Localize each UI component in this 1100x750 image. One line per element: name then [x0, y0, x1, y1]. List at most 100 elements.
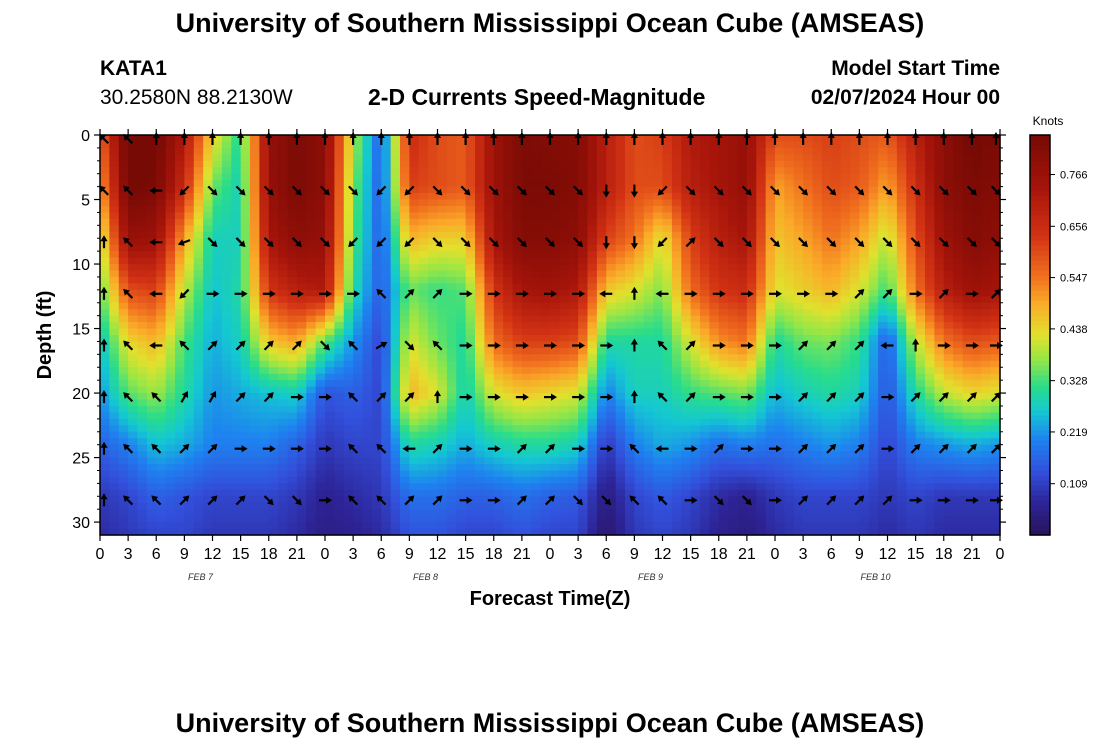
heatmap-cell [803, 328, 814, 336]
heatmap-cell [371, 186, 382, 194]
heatmap-cell [400, 244, 410, 252]
heatmap-cell [296, 425, 307, 433]
heatmap-cell [906, 367, 917, 375]
heatmap-cell [259, 335, 270, 343]
heatmap-cell [165, 264, 176, 272]
heatmap-cell [259, 457, 270, 465]
heatmap-cell [100, 405, 110, 414]
heatmap-cell [184, 160, 195, 168]
heatmap-cell [503, 147, 514, 155]
heatmap-cell [325, 335, 335, 343]
heatmap-cell [587, 167, 598, 175]
heatmap-cell [859, 425, 870, 433]
heatmap-cell [240, 257, 251, 265]
heatmap-cell [737, 302, 748, 310]
heatmap-cell [587, 399, 598, 407]
heatmap-cell [906, 457, 917, 465]
heatmap-cell [990, 431, 1001, 439]
heatmap-cell [690, 451, 701, 459]
heatmap-cell [259, 405, 270, 414]
heatmap-cell [784, 438, 795, 446]
heatmap-cell [475, 180, 485, 188]
heatmap-cell [306, 218, 317, 226]
heatmap-cell [662, 393, 673, 401]
heatmap-cell [934, 347, 945, 355]
heatmap-cell [840, 451, 851, 459]
heatmap-cell [184, 283, 195, 291]
heatmap-cell [756, 296, 767, 304]
heatmap-cell [250, 347, 260, 355]
heatmap-cell [381, 386, 392, 394]
heatmap-cell [700, 386, 710, 394]
heatmap-cell [100, 412, 110, 420]
heatmap-cell [850, 270, 860, 278]
heatmap-cell [728, 335, 739, 343]
heatmap-cell [428, 380, 439, 388]
heatmap-cell [343, 238, 354, 246]
heatmap-cell [371, 218, 382, 226]
heatmap-cell [962, 193, 973, 201]
heatmap-cell [878, 289, 889, 297]
heatmap-cell [437, 347, 448, 355]
heatmap-cell [709, 451, 720, 459]
heatmap-cell [709, 367, 720, 375]
heatmap-cell [128, 173, 139, 181]
heatmap-cell [475, 135, 485, 143]
heatmap-cell [868, 431, 879, 439]
heatmap-cell [221, 360, 232, 368]
heatmap-cell [306, 328, 317, 336]
heatmap-cell [428, 315, 439, 323]
heatmap-cell [475, 315, 485, 323]
heatmap-cell [925, 431, 935, 439]
heatmap-cell [653, 238, 664, 246]
heatmap-cell [962, 438, 973, 446]
heatmap-cell [521, 315, 532, 323]
heatmap-cell [821, 367, 832, 375]
heatmap-cell [212, 354, 223, 362]
heatmap-cell [118, 335, 129, 343]
heatmap-cell [971, 173, 982, 181]
heatmap-cell [156, 225, 167, 233]
heatmap-cell [971, 360, 982, 368]
heatmap-cell [671, 367, 682, 375]
heatmap-cell [231, 405, 242, 414]
heatmap-cell [212, 444, 223, 452]
heatmap-cell [315, 193, 326, 201]
heatmap-cell [240, 231, 251, 239]
heatmap-cell [531, 296, 542, 304]
heatmap-cell [681, 399, 692, 407]
heatmap-cell [400, 464, 410, 472]
heatmap-cell [559, 341, 570, 349]
heatmap-cell [118, 418, 129, 426]
heatmap-cell [540, 438, 551, 446]
heatmap-cell [484, 438, 495, 446]
heatmap-cell [981, 315, 992, 323]
heatmap-cell [775, 173, 785, 181]
heatmap-cell [184, 373, 195, 381]
heatmap-cell [643, 205, 654, 214]
heatmap-cell [493, 431, 504, 439]
heatmap-cell [746, 386, 757, 394]
heatmap-cell [587, 438, 598, 446]
heatmap-cell [503, 160, 514, 168]
heatmap-cell [625, 315, 635, 323]
heatmap-cell [146, 464, 157, 472]
heatmap-cell [578, 225, 589, 233]
heatmap-cell [981, 264, 992, 272]
heatmap-cell [568, 225, 579, 233]
heatmap-cell [306, 393, 317, 401]
heatmap-cell [484, 457, 495, 465]
heatmap-cell [428, 393, 439, 401]
heatmap-cell [568, 302, 579, 310]
heatmap-cell [287, 225, 298, 233]
heatmap-cell [746, 135, 757, 143]
heatmap-cell [981, 289, 992, 297]
heatmap-cell [465, 418, 476, 426]
heatmap-cell [409, 225, 420, 233]
heatmap-cell [296, 270, 307, 278]
heatmap-cell [156, 212, 167, 220]
heatmap-cell [287, 154, 298, 162]
heatmap-cell [493, 186, 504, 194]
heatmap-cell [728, 328, 739, 336]
heatmap-cell [568, 193, 579, 201]
